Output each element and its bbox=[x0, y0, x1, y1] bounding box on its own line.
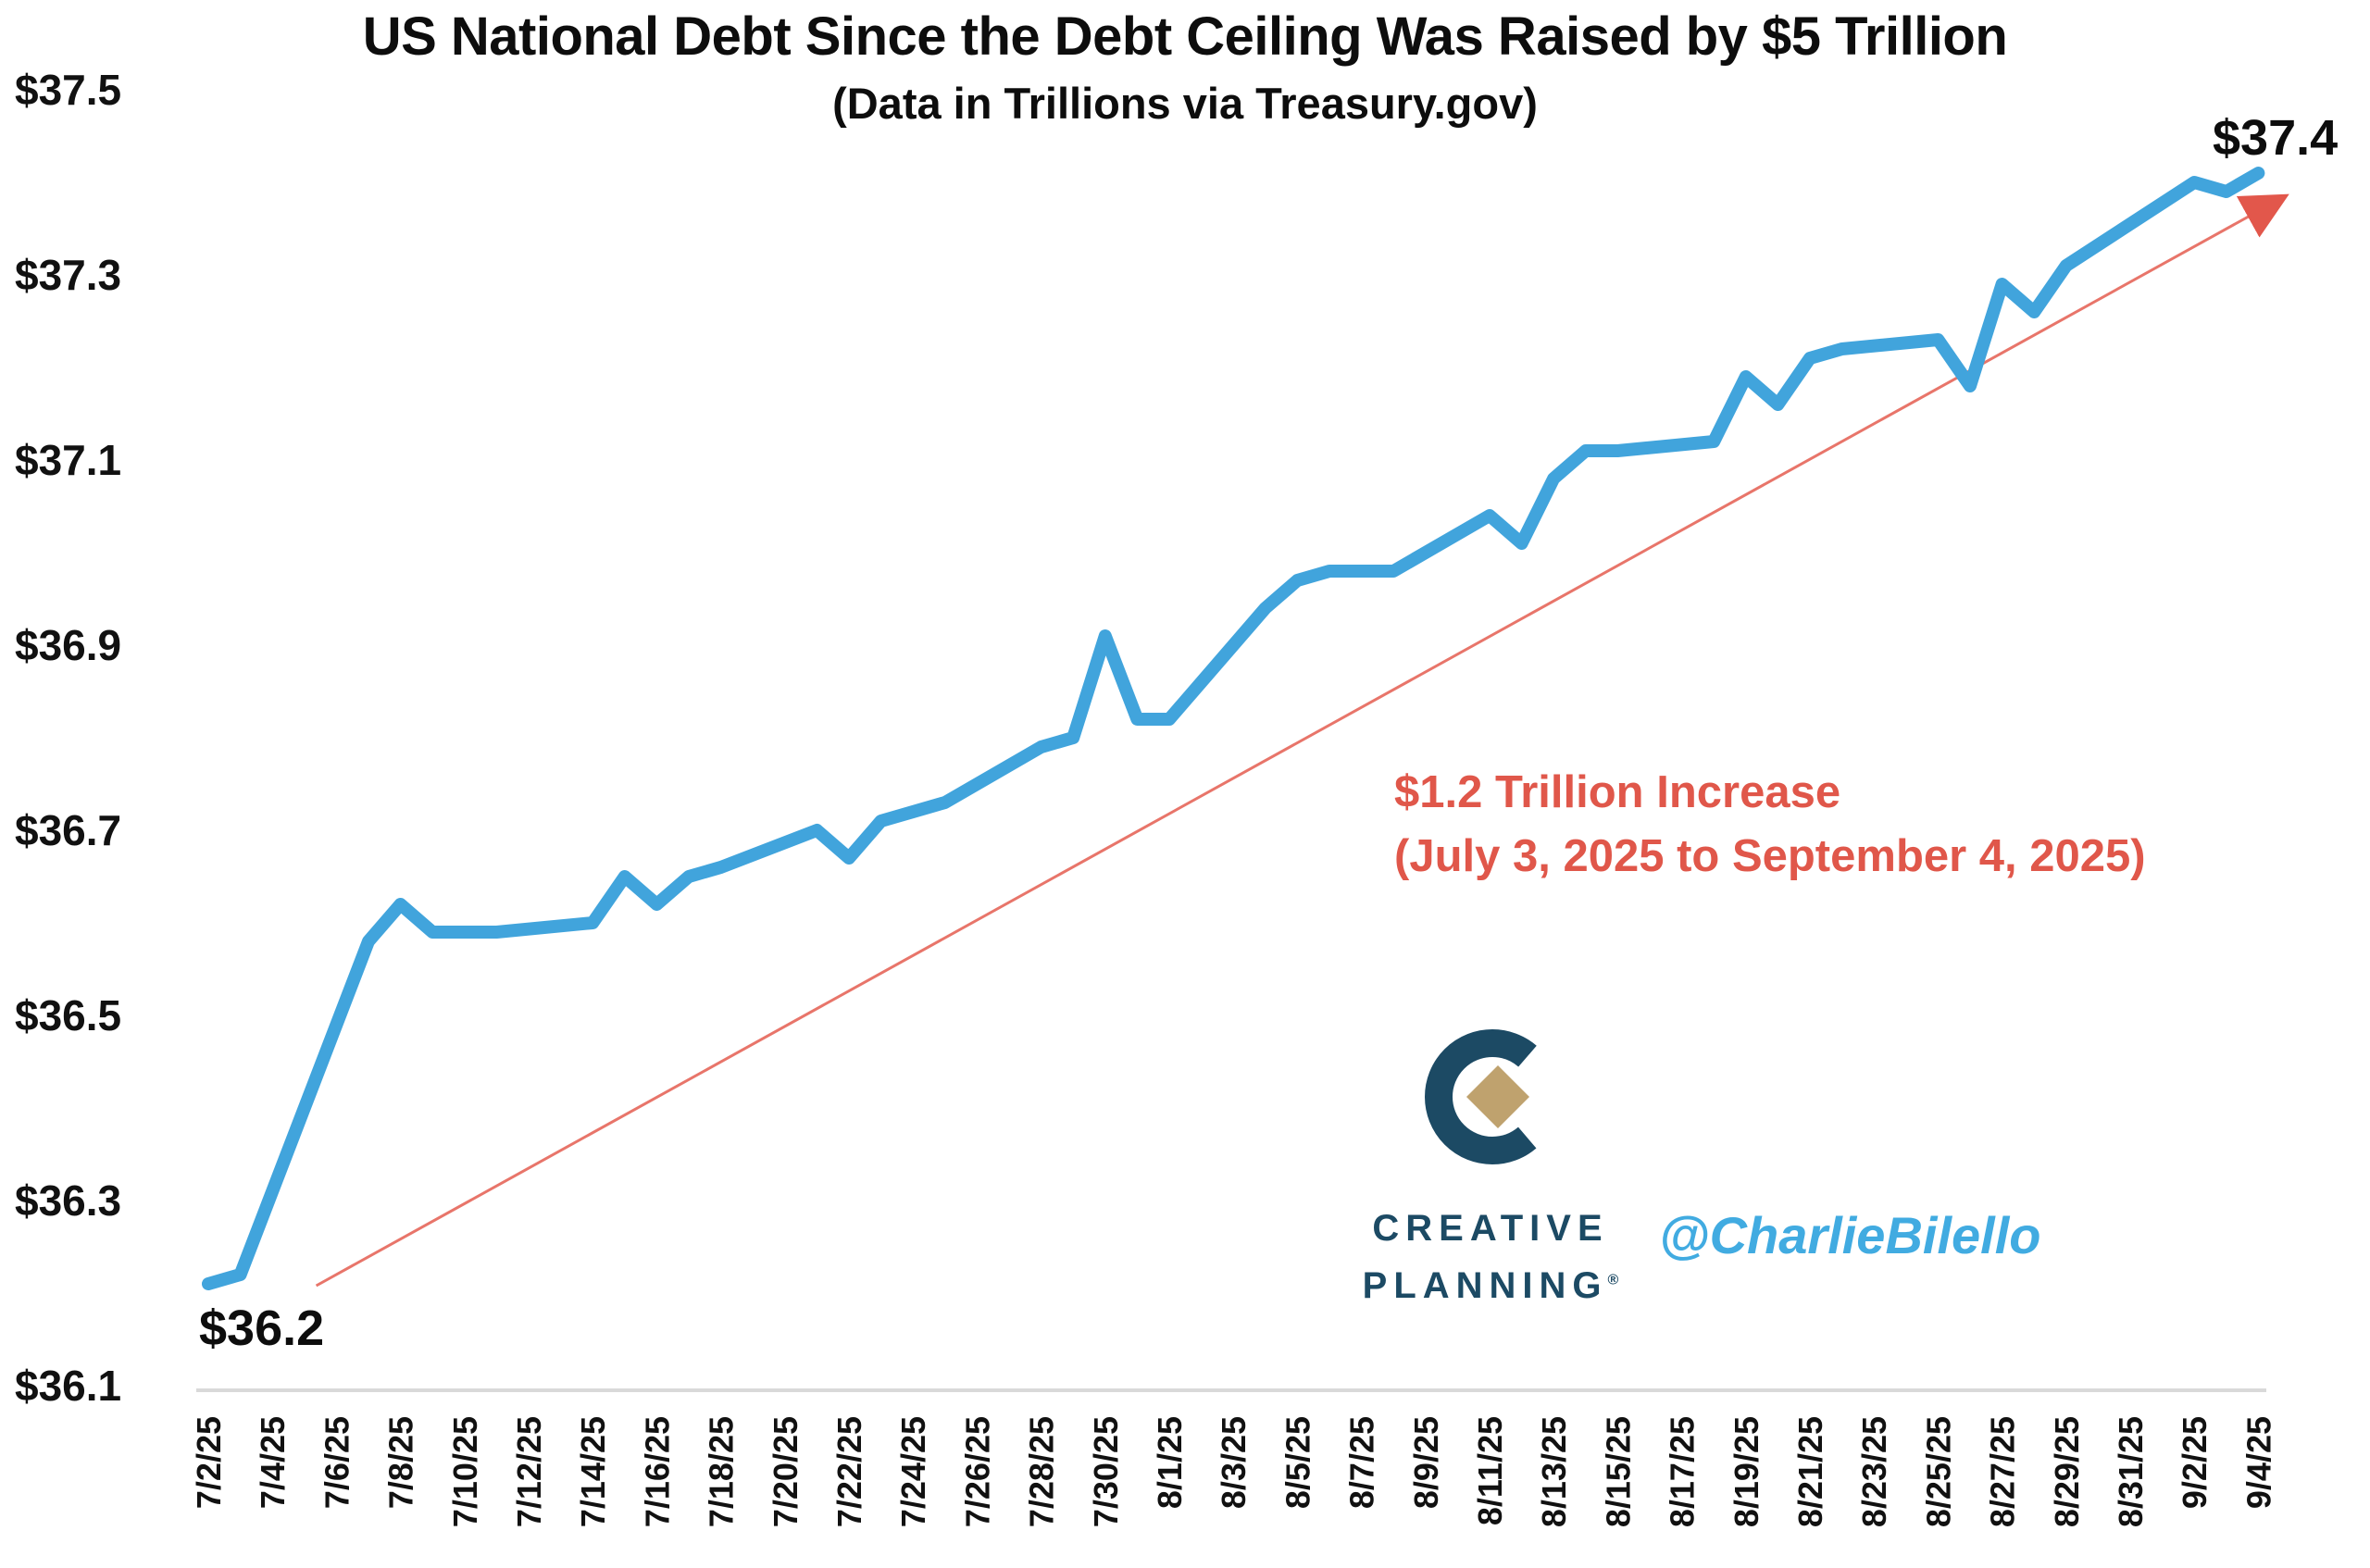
y-tick-label: $37.3 bbox=[15, 251, 121, 299]
x-tick-label: 7/28/25 bbox=[1023, 1416, 1061, 1527]
increase-annotation: $1.2 Trillion Increase (July 3, 2025 to … bbox=[1394, 761, 2146, 888]
x-tick-label: 7/12/25 bbox=[510, 1416, 548, 1527]
logo-diamond-icon bbox=[1466, 1065, 1529, 1128]
x-tick-label: 8/5/25 bbox=[1279, 1416, 1316, 1509]
x-tick-label: 8/27/25 bbox=[1984, 1416, 2022, 1527]
y-tick-label: $36.3 bbox=[15, 1176, 121, 1225]
x-tick-label: 8/3/25 bbox=[1215, 1416, 1253, 1509]
chart-subtitle: (Data in Trillions via Treasury.gov) bbox=[832, 79, 1538, 128]
debt-line bbox=[202, 167, 2265, 1290]
chart-title: US National Debt Since the Debt Ceiling … bbox=[362, 6, 2008, 67]
x-tick-label: 8/25/25 bbox=[1919, 1416, 1957, 1527]
x-tick-label: 9/2/25 bbox=[2176, 1416, 2214, 1509]
x-tick-label: 8/29/25 bbox=[2048, 1416, 2086, 1527]
x-tick-label: 7/6/25 bbox=[318, 1416, 356, 1509]
x-tick-label: 7/22/25 bbox=[830, 1416, 868, 1527]
logo-line1: CREATIVE bbox=[1372, 1208, 1609, 1249]
x-tick-label: 8/7/25 bbox=[1343, 1416, 1381, 1509]
x-tick-label: 7/26/25 bbox=[958, 1416, 996, 1527]
trend-arrow-line bbox=[315, 193, 2289, 1288]
logo-line2: PLANNING® bbox=[1362, 1265, 1619, 1306]
x-tick-label: 8/19/25 bbox=[1728, 1416, 1765, 1527]
registered-mark: ® bbox=[1607, 1272, 1619, 1288]
creative-planning-logo-icon bbox=[1425, 1029, 1560, 1164]
x-tick-label: 7/30/25 bbox=[1087, 1416, 1125, 1527]
y-tick-label: $37.1 bbox=[15, 436, 121, 484]
x-tick-label: 8/15/25 bbox=[1599, 1416, 1637, 1527]
x-tick-label: 7/4/25 bbox=[254, 1416, 292, 1509]
x-tick-label: 8/23/25 bbox=[1855, 1416, 1893, 1527]
x-tick-label: 7/10/25 bbox=[446, 1416, 484, 1527]
x-tick-label: 8/11/25 bbox=[1471, 1416, 1509, 1525]
end-value-label: $37.4 bbox=[2213, 110, 2339, 166]
x-tick-label: 7/16/25 bbox=[638, 1416, 676, 1527]
charliebilello-handle: @CharlieBilello bbox=[1659, 1206, 2041, 1264]
y-tick-label: $36.9 bbox=[15, 621, 121, 669]
x-tick-label: 7/2/25 bbox=[190, 1416, 228, 1509]
x-tick-label: 7/24/25 bbox=[894, 1416, 932, 1527]
y-tick-label: $36.7 bbox=[15, 806, 121, 854]
x-tick-label: 7/14/25 bbox=[574, 1416, 612, 1527]
x-tick-label: 8/1/25 bbox=[1151, 1416, 1189, 1509]
y-tick-label: $37.5 bbox=[15, 66, 121, 114]
x-tick-label: 7/20/25 bbox=[767, 1416, 805, 1527]
x-tick-label: 8/31/25 bbox=[2112, 1416, 2150, 1527]
y-tick-label: $36.5 bbox=[15, 991, 121, 1039]
x-tick-label: 7/8/25 bbox=[382, 1416, 420, 1509]
increase-annotation-line2: (July 3, 2025 to September 4, 2025) bbox=[1394, 830, 2146, 881]
y-tick-label: $36.1 bbox=[15, 1362, 121, 1410]
x-tick-label: 9/4/25 bbox=[2239, 1416, 2277, 1509]
x-tick-label: 8/9/25 bbox=[1407, 1416, 1445, 1509]
x-tick-label: 8/13/25 bbox=[1535, 1416, 1573, 1527]
x-tick-label: 8/17/25 bbox=[1664, 1416, 1702, 1527]
creative-planning-wordmark: CREATIVE PLANNING® bbox=[1342, 1200, 1639, 1314]
increase-annotation-line1: $1.2 Trillion Increase bbox=[1394, 767, 1841, 817]
x-tick-label: 8/21/25 bbox=[1791, 1416, 1829, 1527]
x-tick-label: 7/18/25 bbox=[703, 1416, 741, 1527]
start-value-label: $36.2 bbox=[199, 1300, 325, 1356]
